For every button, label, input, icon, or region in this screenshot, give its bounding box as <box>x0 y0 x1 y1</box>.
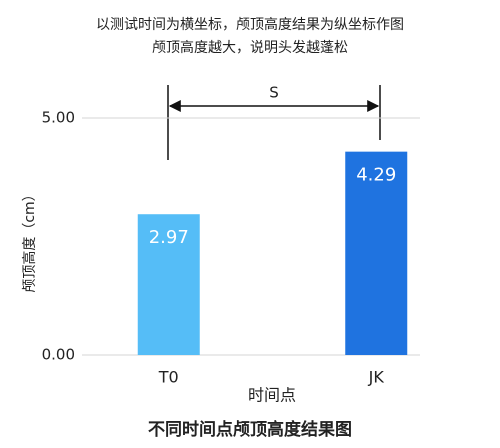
x-axis-label: 时间点 <box>248 386 296 405</box>
bar <box>137 214 200 355</box>
annotation: S <box>269 84 279 102</box>
x-tick-label: JK <box>368 368 385 387</box>
x-tick-label: T0 <box>158 368 179 387</box>
value-label: 4.29 <box>356 165 396 186</box>
chart-title: 以测试时间为横坐标，颅顶高度结果为纵坐标作图 <box>96 16 404 33</box>
caption: 不同时间点颅顶高度结果图 <box>148 419 352 440</box>
chart-subtitle: 颅顶高度越大，说明头发越蓬松 <box>152 39 348 56</box>
y-tick-label: 5.00 <box>42 109 75 127</box>
bar <box>345 151 408 355</box>
y-tick-label: 0.00 <box>42 346 75 364</box>
value-label: 2.97 <box>149 227 189 248</box>
y-axis-label: 颅顶高度（cm） <box>21 187 38 292</box>
